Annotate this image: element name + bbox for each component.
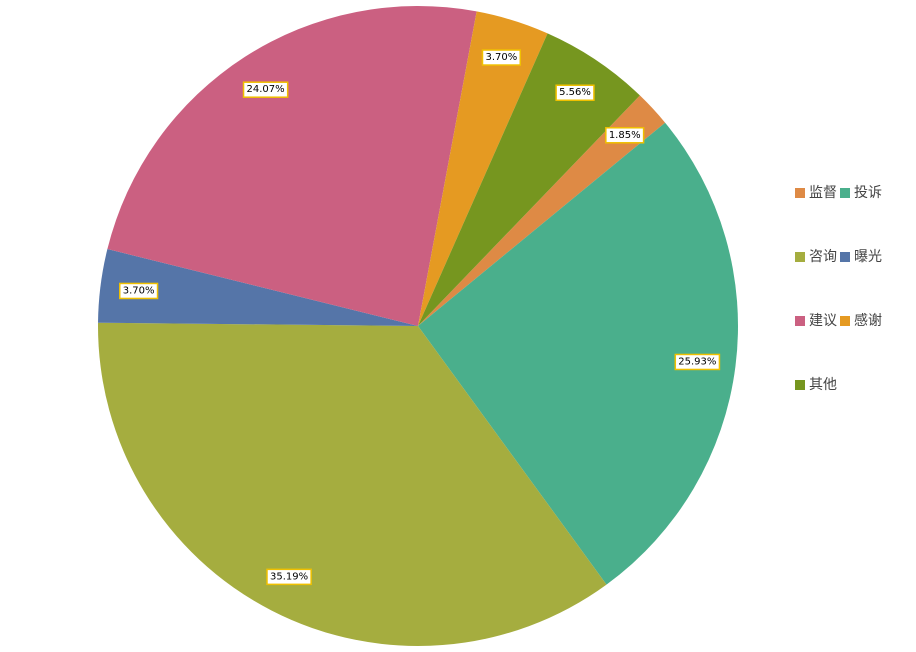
data-label-text: 1.85%	[609, 130, 641, 141]
data-label: 5.56%	[555, 84, 595, 101]
legend-label: 投诉	[854, 185, 882, 201]
data-label-box	[266, 568, 312, 586]
pie-slice	[98, 322, 607, 646]
legend-label: 感谢	[854, 312, 882, 329]
data-label-text: 5.56%	[559, 87, 591, 98]
data-label-box	[242, 81, 289, 98]
legend-swatch	[795, 188, 805, 198]
data-label-box	[605, 127, 645, 144]
data-label: 1.85%	[605, 127, 645, 144]
legend-swatch	[795, 380, 805, 390]
legend-swatch	[840, 316, 850, 326]
legend-label: 其他	[809, 377, 837, 393]
data-label-box	[481, 49, 522, 66]
legend-label: 建议	[809, 313, 837, 329]
pie-slice	[98, 249, 418, 326]
data-label-text: 25.93%	[678, 356, 716, 367]
legend-label: 曝光	[854, 249, 882, 265]
pie-slice	[418, 33, 640, 327]
data-label-text: 24.07%	[247, 84, 285, 95]
pie-slice	[418, 95, 666, 326]
data-label-box	[555, 84, 595, 101]
data-label-text: 3.70%	[485, 52, 517, 63]
data-label: 24.07%	[242, 81, 289, 98]
pie-slice	[107, 5, 477, 326]
pie-slice	[418, 122, 738, 585]
data-label: 3.70%	[481, 49, 522, 66]
legend-label: 监督	[809, 185, 837, 201]
data-label-box	[674, 353, 721, 371]
data-label-text: 3.70%	[123, 285, 155, 296]
legend-swatch	[795, 252, 805, 262]
pie-slice	[418, 11, 548, 326]
data-label-text: 35.19%	[270, 571, 308, 582]
data-label: 3.70%	[119, 282, 159, 300]
legend-label: 咨询	[809, 249, 837, 265]
data-label-box	[119, 282, 159, 300]
legend-swatch	[795, 316, 805, 326]
legend-swatch	[840, 252, 850, 262]
data-label: 25.93%	[674, 353, 721, 371]
legend-swatch	[840, 188, 850, 198]
data-label: 35.19%	[266, 568, 312, 586]
